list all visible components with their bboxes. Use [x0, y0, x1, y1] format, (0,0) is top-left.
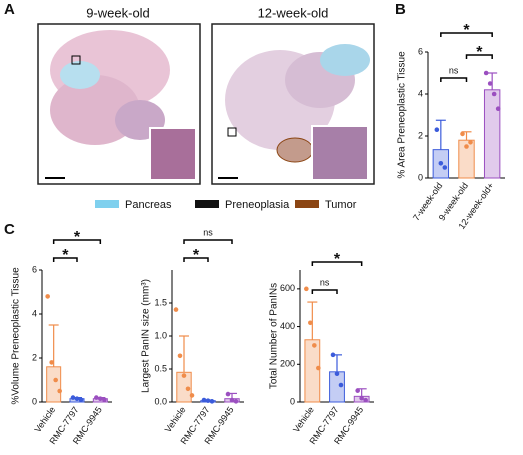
y-tick-label: 1.5 — [154, 297, 167, 307]
data-point — [434, 127, 440, 132]
y-tick-label: 4 — [32, 308, 37, 318]
y-axis-label: Largest PanIN size (mm³) — [141, 279, 152, 393]
significance-label: * — [334, 251, 341, 268]
bar — [46, 366, 62, 403]
data-point — [45, 294, 50, 299]
significance-bracket — [311, 261, 363, 266]
significance-bracket — [465, 54, 493, 59]
legend-swatch — [295, 200, 319, 208]
y-axis-label: Total Number of PanINs — [269, 283, 280, 389]
y-tick-label: 1.0 — [154, 330, 167, 340]
y-tick-label: 4 — [418, 88, 423, 98]
panel-label: B — [395, 1, 406, 18]
y-tick-label: 0.5 — [154, 363, 167, 373]
y-tick-label: 200 — [280, 359, 295, 369]
legend-swatch — [95, 200, 119, 208]
data-point — [185, 386, 191, 392]
significance-label: * — [62, 247, 69, 264]
y-tick-label: 600 — [280, 283, 295, 293]
image-label: 9-week-old — [86, 5, 150, 20]
y-axis-label: %Volume Preneoplastic Tissue — [11, 267, 22, 405]
data-point — [189, 393, 195, 398]
y-tick-label: 6 — [32, 264, 37, 274]
y-tick-label: 0 — [32, 396, 37, 406]
y-tick-label: 2 — [32, 352, 37, 362]
data-point — [312, 343, 317, 348]
y-tick-label: 0 — [418, 172, 423, 182]
data-point — [316, 365, 321, 371]
y-tick-label: 2 — [418, 130, 423, 140]
data-point — [233, 399, 239, 404]
data-point — [355, 388, 360, 393]
data-point — [442, 165, 448, 170]
legend-label: Preneoplasia — [225, 199, 290, 211]
panel-label: A — [4, 1, 15, 18]
y-tick-label: 0.0 — [154, 396, 167, 406]
data-point — [102, 397, 107, 403]
panel-label: C — [4, 221, 15, 238]
legend-label: Tumor — [325, 199, 357, 211]
y-tick-label: 0 — [290, 396, 295, 406]
y-axis-label: % Area Preneoplastic Tissue — [397, 51, 408, 179]
histology-image — [211, 23, 375, 185]
bar — [304, 339, 321, 403]
data-point — [487, 81, 493, 86]
legend-swatch — [195, 200, 219, 208]
significance-label: * — [463, 22, 470, 39]
data-point — [359, 395, 364, 401]
data-point — [177, 353, 183, 359]
data-point — [70, 395, 76, 400]
bar — [483, 89, 501, 179]
x-tick-label: Vehicle — [163, 405, 188, 435]
data-point — [334, 371, 340, 377]
data-point — [78, 397, 84, 403]
data-point — [460, 131, 465, 137]
significance-bracket — [311, 289, 338, 294]
data-point — [225, 391, 231, 397]
x-tick-label: Vehicle — [32, 405, 57, 435]
data-point — [94, 395, 99, 400]
significance-label: ns — [320, 277, 330, 287]
significance-bracket — [440, 77, 468, 82]
data-point — [57, 388, 62, 394]
data-point — [491, 91, 497, 97]
data-point — [330, 352, 336, 358]
data-point — [49, 360, 54, 365]
image-label: 12-week-old — [258, 5, 329, 20]
significance-bracket — [440, 32, 493, 37]
data-point — [468, 140, 473, 145]
significance-bracket — [183, 239, 233, 244]
data-point — [173, 307, 179, 312]
data-point — [464, 144, 469, 149]
data-point — [209, 399, 215, 404]
x-tick-label: Vehicle — [291, 405, 316, 435]
data-point — [438, 161, 444, 166]
significance-bracket — [52, 239, 102, 244]
data-point — [229, 397, 235, 403]
significance-label: * — [193, 247, 200, 264]
significance-bracket — [183, 257, 209, 262]
data-point — [308, 320, 313, 326]
histology-image — [37, 23, 201, 185]
data-point — [181, 373, 187, 378]
significance-label: ns — [449, 65, 459, 75]
data-point — [363, 397, 368, 403]
data-point — [495, 106, 501, 111]
significance-label: * — [476, 44, 483, 61]
data-point — [205, 398, 211, 403]
data-point — [483, 70, 489, 76]
significance-label: ns — [203, 227, 213, 237]
data-point — [53, 377, 58, 383]
data-point — [304, 286, 309, 292]
legend-label: Pancreas — [125, 199, 172, 211]
data-point — [201, 397, 207, 403]
y-tick-label: 400 — [280, 321, 295, 331]
y-tick-label: 6 — [418, 46, 423, 56]
data-point — [74, 396, 80, 402]
significance-label: * — [74, 229, 81, 246]
significance-bracket — [52, 257, 78, 262]
data-point — [98, 396, 103, 402]
data-point — [338, 382, 344, 388]
